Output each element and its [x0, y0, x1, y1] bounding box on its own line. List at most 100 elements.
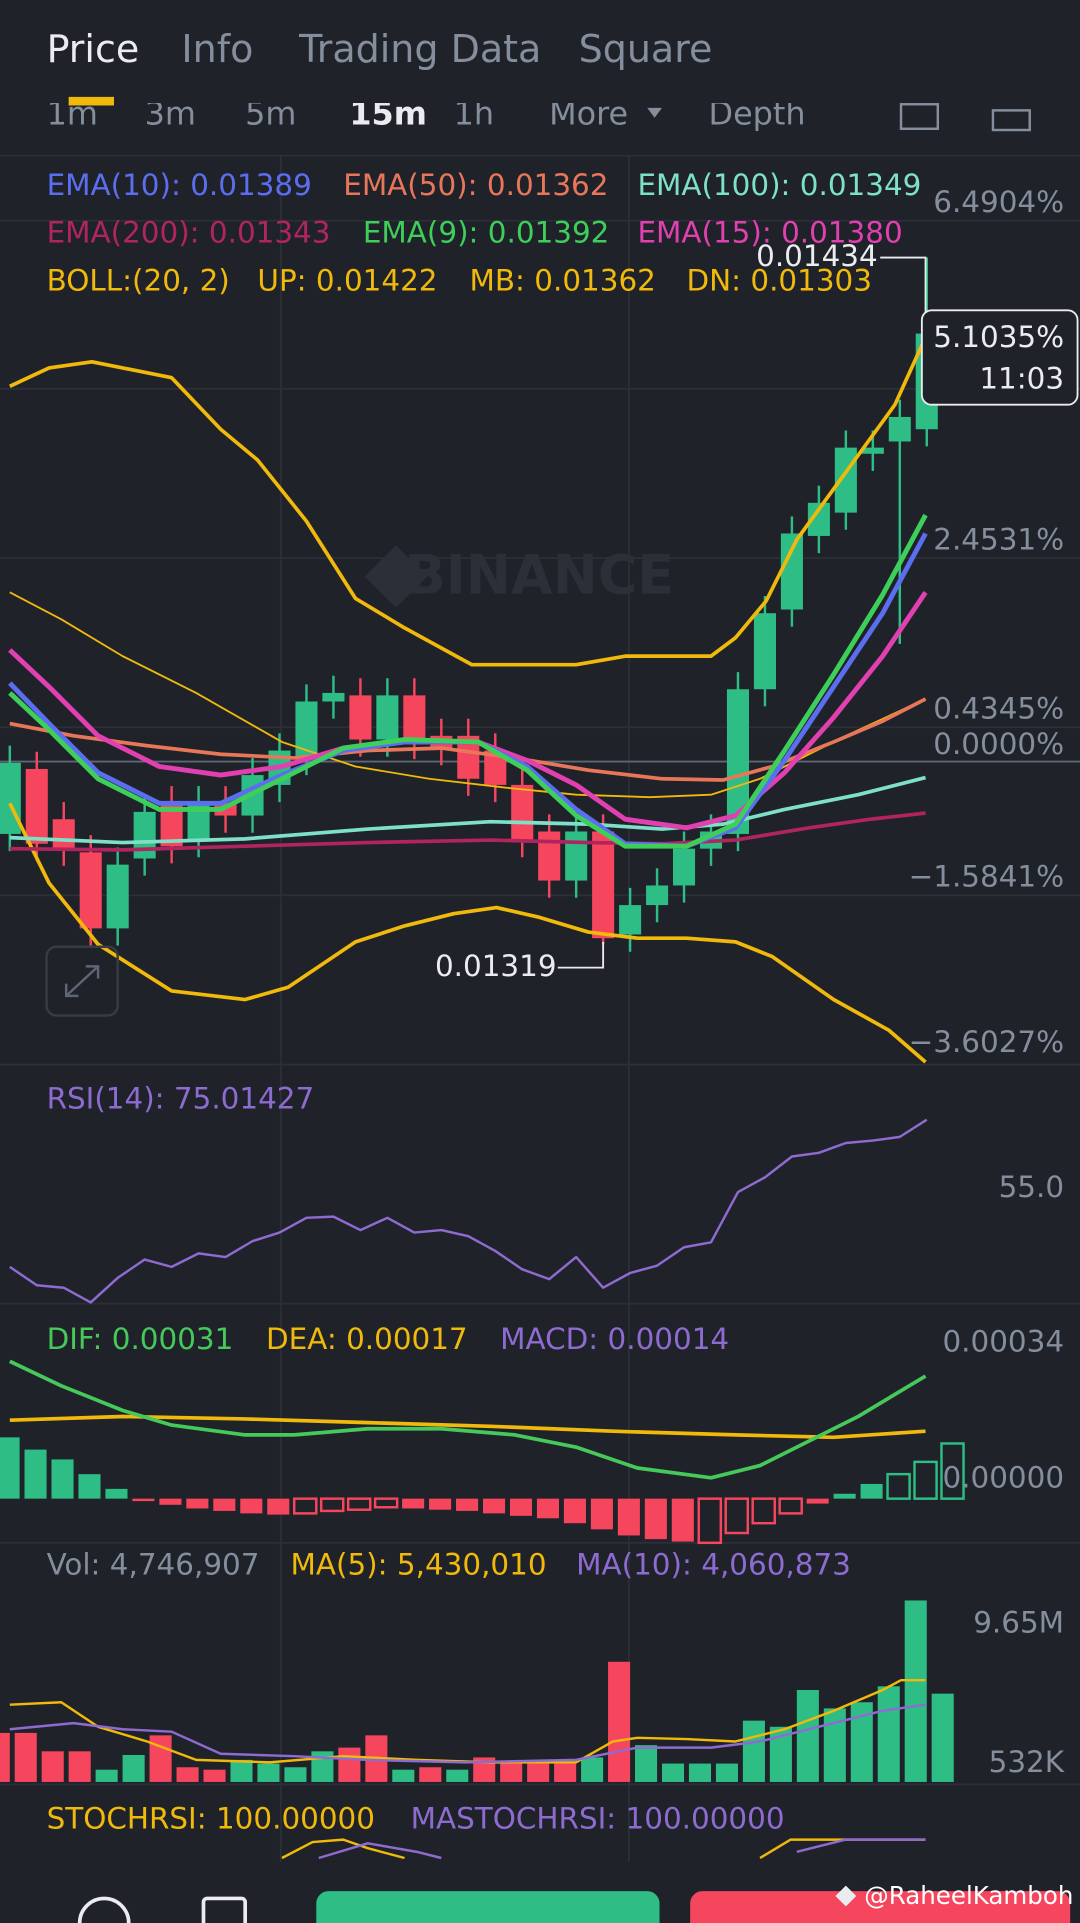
- macd-bar: [671, 1498, 694, 1542]
- candle: [25, 768, 48, 844]
- ema-9: [8, 513, 928, 849]
- settings-icon[interactable]: [899, 103, 940, 130]
- macd-bar: [536, 1498, 560, 1519]
- top-tab[interactable]: Price: [47, 27, 140, 71]
- macd-bar: [240, 1498, 263, 1514]
- high-label: 0.01434: [756, 239, 878, 273]
- macd-bar: [402, 1498, 425, 1509]
- buy-button[interactable]: [316, 1891, 660, 1923]
- volume-bar: [500, 1763, 523, 1782]
- indicator-legend: EMA(200): 0.01343: [47, 216, 331, 250]
- candle: [753, 613, 776, 690]
- top-tab[interactable]: Square: [579, 27, 713, 71]
- layout-icon[interactable]: [991, 109, 1031, 132]
- volume-bar: [257, 1763, 280, 1782]
- volume-bar: [742, 1720, 765, 1782]
- volume-bar: [931, 1693, 954, 1782]
- candle: [592, 831, 615, 939]
- low-label: 0.01319: [435, 949, 557, 983]
- top-tab[interactable]: Trading Data: [298, 27, 541, 71]
- axis-label: 9.65M: [973, 1605, 1064, 1639]
- candle: [673, 848, 696, 886]
- candle: [646, 885, 669, 906]
- indicator-legend: UP: 0.01422: [257, 264, 437, 298]
- macd-bar: [913, 1460, 938, 1500]
- indicator-legend: DIF: 0.00031: [47, 1322, 234, 1356]
- macd-bar: [697, 1497, 723, 1545]
- macd-bar: [78, 1474, 101, 1499]
- volume-bar: [877, 1686, 900, 1782]
- candle: [888, 416, 911, 442]
- price-badge: [920, 309, 1079, 406]
- volume-bar: [122, 1754, 145, 1782]
- indicator-legend: EMA(15): 0.01380: [637, 216, 902, 250]
- volume-bar: [392, 1769, 415, 1782]
- volume-bar: [904, 1600, 927, 1782]
- candle: [376, 695, 399, 740]
- axis-label: 6.4904%: [933, 185, 1064, 219]
- candle: [52, 819, 75, 849]
- nav-icon[interactable]: [77, 1896, 131, 1923]
- more-caret: [647, 107, 662, 118]
- axis-label: −1.5841%: [909, 860, 1064, 894]
- volume-bar: [554, 1763, 577, 1782]
- mastochrsi-line: [318, 1842, 442, 1860]
- high-pointer: [880, 256, 927, 334]
- volume-bar: [473, 1757, 496, 1782]
- volume-bar: [715, 1763, 738, 1782]
- volume-bar: [769, 1726, 792, 1782]
- candle: [861, 447, 884, 454]
- candle: [511, 784, 534, 841]
- macd-bar: [724, 1497, 750, 1535]
- macd-bar: [778, 1497, 803, 1515]
- indicator-legend: EMA(9): 0.01392: [363, 216, 610, 250]
- macd-bar: [509, 1498, 533, 1516]
- volume-bar: [850, 1702, 873, 1782]
- volume-bar: [796, 1689, 819, 1782]
- indicator-legend: BOLL:(20, 2): [47, 264, 230, 298]
- macd-bar: [429, 1498, 452, 1510]
- candle: [726, 689, 750, 834]
- candle: [160, 803, 183, 847]
- macd-bar: [482, 1498, 506, 1514]
- volume-bar: [527, 1763, 550, 1782]
- top-tab[interactable]: Info: [181, 27, 253, 71]
- macd-bar: [132, 1498, 155, 1502]
- macd-bar: [833, 1493, 856, 1499]
- indicator-legend: MA(5): 5,430,010: [291, 1548, 547, 1582]
- macd-bar: [886, 1472, 911, 1500]
- macd-bar: [319, 1497, 345, 1513]
- watermark: BINANCE: [405, 543, 675, 606]
- volume-bar: [149, 1735, 172, 1782]
- macd-bar: [186, 1498, 209, 1509]
- boll-middle: [9, 591, 926, 799]
- macd-bar: [617, 1498, 640, 1536]
- macd-dea: [9, 1414, 926, 1440]
- sell-button[interactable]: [690, 1891, 1071, 1923]
- indicator-legend: EMA(100): 0.01349: [637, 168, 921, 202]
- indicator-legend: MASTOCHRSI: 100.00000: [411, 1801, 785, 1835]
- stochrsi-line: [281, 1838, 405, 1860]
- macd-bar: [267, 1498, 290, 1515]
- nav-icon[interactable]: [201, 1896, 248, 1923]
- macd-bar: [0, 1437, 20, 1499]
- axis-label: 2.4531%: [933, 522, 1064, 556]
- volume-bar: [688, 1763, 712, 1782]
- axis-label: 0.00034: [942, 1324, 1064, 1358]
- macd-bar: [563, 1498, 586, 1524]
- volume-bar: [176, 1767, 199, 1782]
- macd-bar: [24, 1449, 47, 1499]
- macd-bar: [51, 1459, 74, 1499]
- indicator-legend: MB: 0.01362: [470, 264, 656, 298]
- macd-bar: [346, 1497, 372, 1511]
- macd-bar: [373, 1497, 399, 1509]
- expand-button[interactable]: [45, 945, 119, 1017]
- tab-indicator: [68, 96, 115, 106]
- volume-bar: [284, 1767, 307, 1782]
- volume-bar: [823, 1708, 846, 1782]
- volume-bar: [0, 1732, 10, 1782]
- volume-bar: [608, 1661, 631, 1782]
- macd-bar: [806, 1498, 829, 1504]
- indicator-legend: STOCHRSI: 100.00000: [47, 1801, 375, 1835]
